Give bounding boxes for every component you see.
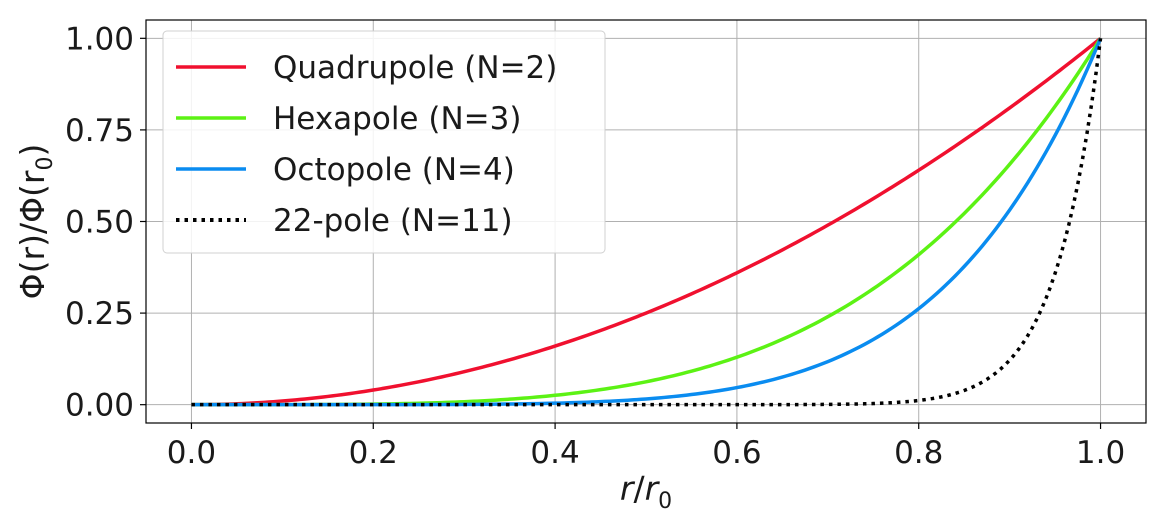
x-tick-label: 0.2 <box>349 435 398 471</box>
legend-label: Hexapole (N=3) <box>273 101 521 137</box>
y-axis-title: Φ(r)/Φ(r0) <box>13 144 58 300</box>
legend-label: Quadrupole (N=2) <box>273 50 557 86</box>
x-tick-label: 0.8 <box>894 435 943 471</box>
x-tick-label: 0.4 <box>530 435 579 471</box>
y-axis-title-sub: 0 <box>33 157 58 171</box>
x-axis-title: r/r0 <box>620 469 672 514</box>
legend-box <box>162 30 606 254</box>
x-axis-title-denom: r <box>645 469 661 508</box>
y-axis-title-main: Φ(r)/Φ(r <box>13 170 52 299</box>
legend: Quadrupole (N=2) Hexapole (N=3) Octopole (… <box>162 30 606 254</box>
x-axis-title-sub: 0 <box>658 489 672 514</box>
y-axis-title-close: ) <box>13 144 52 157</box>
x-axis-title-slash: / <box>633 469 645 508</box>
series-line-0 <box>191 36 1102 407</box>
legend-label: Octopole (N=4) <box>273 152 515 188</box>
x-tick-label: 1.0 <box>1076 435 1125 471</box>
y-tick-label: 0.75 <box>65 113 134 149</box>
series-line-2 <box>191 37 1103 407</box>
plot-series <box>191 36 1103 407</box>
series-line-3 <box>191 38 1103 407</box>
axis-ticks: 0.0 0.2 0.4 0.6 0.8 1.0 0.00 0.25 0.50 0.75 1.00 <box>65 21 1125 471</box>
y-tick-label: 0.25 <box>65 296 134 332</box>
y-tick-label: 0.00 <box>65 388 134 424</box>
legend-label: 22-pole (N=11) <box>273 203 513 239</box>
x-tick-label: 0.6 <box>712 435 761 471</box>
y-tick-label: 1.00 <box>65 21 134 57</box>
x-axis-title-main: r <box>620 469 636 508</box>
y-tick-label: 0.50 <box>65 205 134 241</box>
x-tick-label: 0.0 <box>167 435 216 471</box>
